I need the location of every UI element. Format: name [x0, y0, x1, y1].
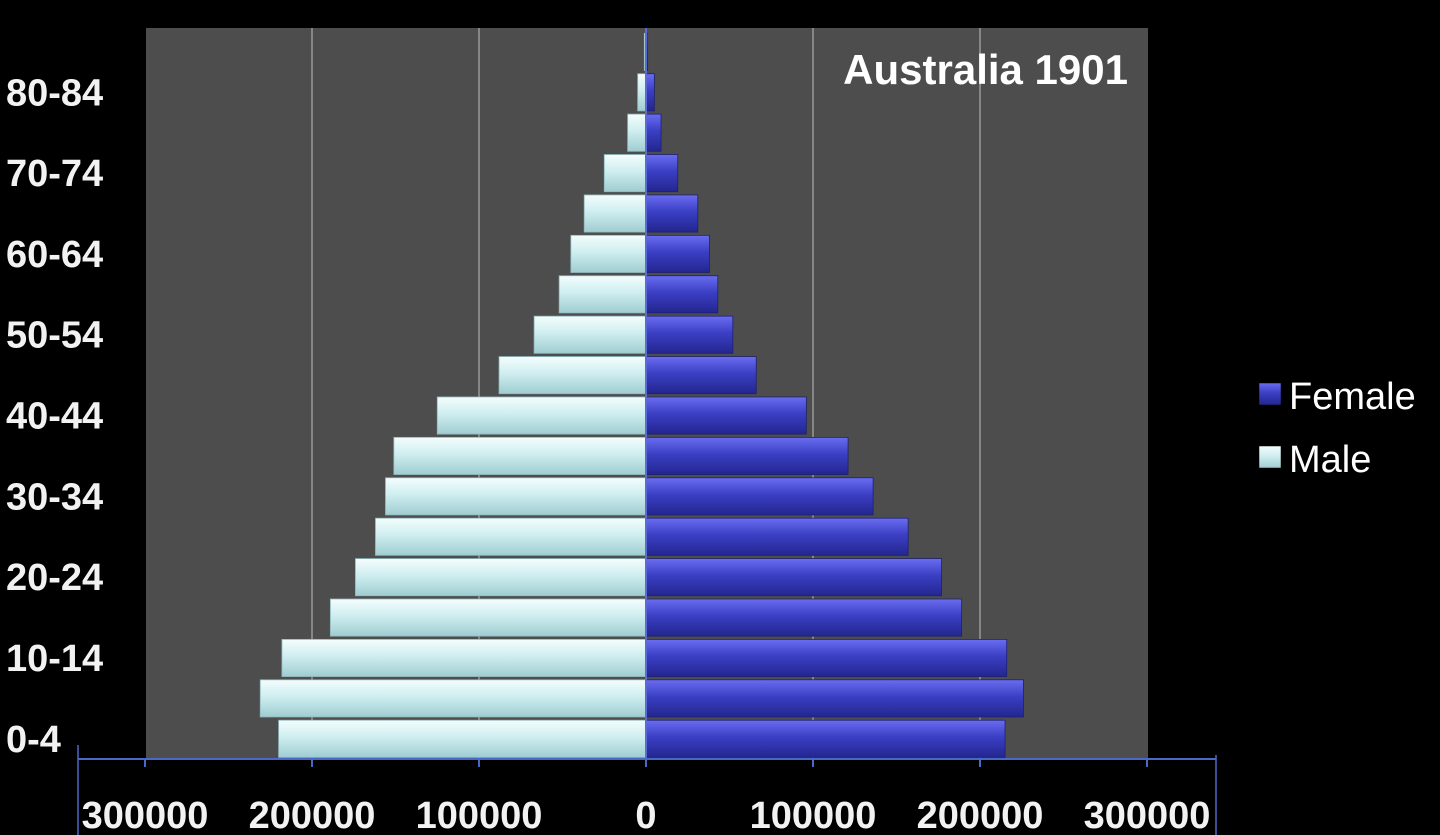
legend-label-female: Female [1289, 376, 1416, 418]
x-tick-label: 300000 [1084, 795, 1211, 835]
bar-male-50-54 [533, 315, 647, 354]
bar-female-25-29 [645, 517, 909, 556]
bar-female-75-79 [645, 113, 662, 152]
legend-label-male: Male [1289, 439, 1371, 481]
bar-female-30-34 [645, 477, 874, 516]
y-tick-label: 60-64 [6, 234, 103, 276]
bar-male-70-74 [603, 154, 647, 193]
bar-female-20-24 [645, 558, 942, 597]
bar-male-30-34 [385, 477, 647, 516]
y-tick-label: 70-74 [6, 153, 103, 195]
chart-title: Australia 1901 [843, 46, 1128, 93]
x-axis-tick-labels: 300000 200000 100000 0 100000 200000 300000 [82, 795, 1211, 835]
bar-male-75-79 [627, 113, 647, 152]
x-tick-label: 0 [635, 795, 656, 835]
bar-male-20-24 [355, 558, 647, 597]
bar-male-25-29 [375, 517, 647, 556]
y-axis-tick-labels: 0-4 10-14 20-24 30-34 40-44 50-54 60-64 70-74 80… [6, 72, 103, 760]
bar-male-55-59 [558, 275, 647, 314]
bar-female-35-39 [645, 436, 849, 475]
bar-female-70-74 [645, 154, 679, 193]
bar-male-60-64 [570, 234, 647, 273]
bar-male-45-49 [498, 356, 647, 395]
y-tick-label: 40-44 [6, 396, 103, 438]
x-tick-label: 100000 [416, 795, 543, 835]
bar-male-40-44 [436, 396, 647, 435]
bar-female-55-59 [645, 275, 719, 314]
bar-male-0-4 [278, 719, 647, 758]
bar-female-65-69 [645, 194, 699, 233]
legend-swatch-female [1258, 382, 1282, 406]
bars [259, 32, 1024, 758]
bar-male-80-84 [637, 73, 647, 112]
y-tick-label: 30-34 [6, 476, 103, 518]
bar-male-10-14 [281, 638, 647, 677]
bar-female-5-9 [645, 679, 1024, 718]
bar-female-45-49 [645, 356, 757, 395]
y-tick-label: 50-54 [6, 315, 103, 357]
bar-male-5-9 [259, 679, 647, 718]
legend-swatch-male [1258, 445, 1282, 469]
y-tick-label: 0-4 [6, 719, 61, 761]
bar-female-50-54 [645, 315, 734, 354]
x-tick-label: 100000 [750, 795, 877, 835]
bar-female-10-14 [645, 638, 1008, 677]
bar-male-35-39 [393, 436, 647, 475]
bar-female-15-19 [645, 598, 963, 637]
bar-female-60-64 [645, 234, 710, 273]
gridlines [311, 28, 981, 759]
x-tick-label: 200000 [917, 795, 1044, 835]
y-tick-label: 20-24 [6, 557, 103, 599]
y-tick-label: 80-84 [6, 72, 103, 114]
x-tick-label: 300000 [82, 795, 209, 835]
axes [77, 28, 1217, 835]
y-tick-label: 10-14 [6, 638, 103, 680]
x-tick-label: 200000 [249, 795, 376, 835]
bar-male-65-69 [583, 194, 647, 233]
legend: Female Male [1258, 376, 1416, 481]
bar-female-80-84 [645, 73, 655, 112]
bar-female-0-4 [645, 719, 1006, 758]
bar-male-15-19 [329, 598, 647, 637]
bar-female-40-44 [645, 396, 807, 435]
